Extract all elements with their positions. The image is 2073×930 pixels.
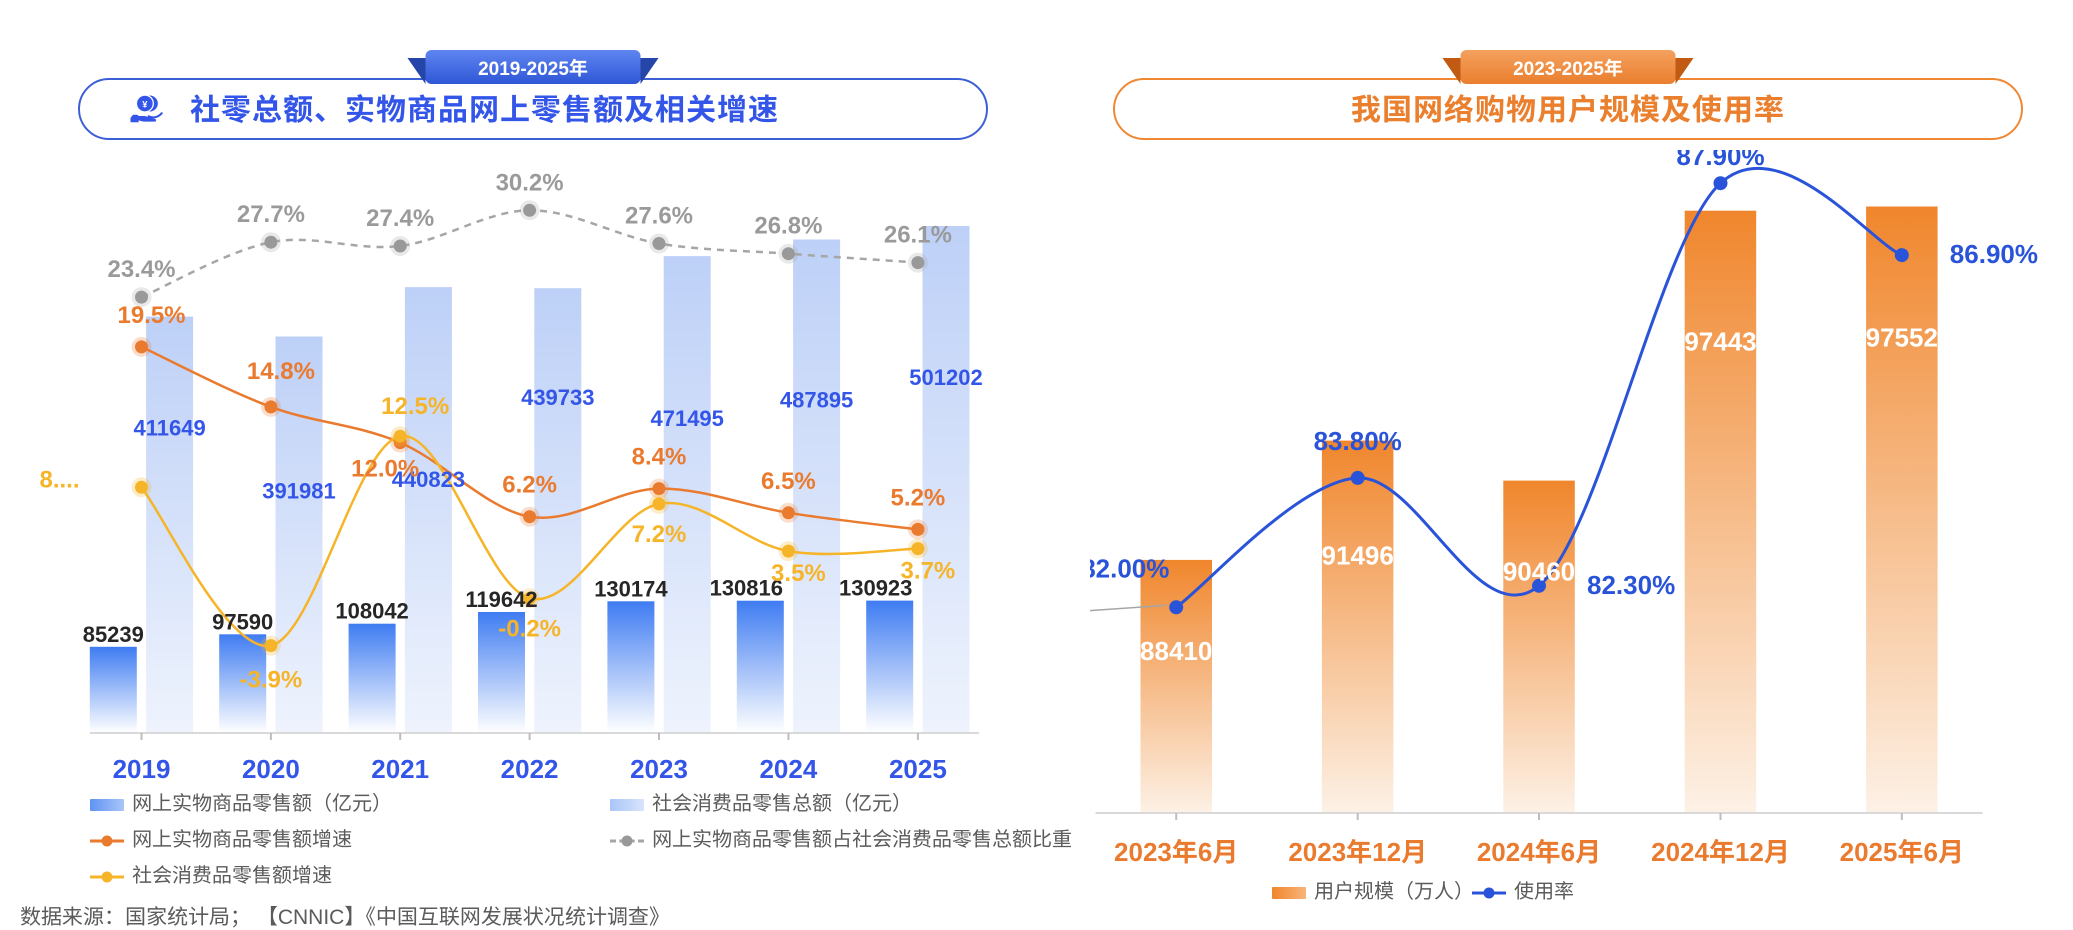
svg-text:6.2%: 6.2% <box>502 472 557 499</box>
svg-text:2021: 2021 <box>371 754 429 784</box>
svg-text:82.30%: 82.30% <box>1587 570 1675 600</box>
svg-text:26.8%: 26.8% <box>754 213 822 240</box>
svg-text:23.4%: 23.4% <box>107 256 175 283</box>
svg-text:83.80%: 83.80% <box>1314 426 1402 456</box>
svg-text:27.6%: 27.6% <box>625 203 693 230</box>
svg-text:2025年6月: 2025年6月 <box>1840 837 1964 867</box>
svg-text:27.4%: 27.4% <box>366 205 434 232</box>
svg-text:12.0%: 12.0% <box>351 456 419 483</box>
svg-text:2024年12月: 2024年12月 <box>1651 837 1790 867</box>
svg-text:86.90%: 86.90% <box>1950 239 2038 269</box>
svg-text:5.2%: 5.2% <box>891 484 946 511</box>
svg-text:97443: 97443 <box>1684 327 1756 357</box>
svg-text:2019: 2019 <box>113 754 171 784</box>
svg-text:26.1%: 26.1% <box>884 222 952 249</box>
svg-text:¥: ¥ <box>142 99 148 109</box>
svg-text:91496: 91496 <box>1322 541 1394 571</box>
svg-text:90460: 90460 <box>1503 557 1575 587</box>
svg-text:2022: 2022 <box>501 754 559 784</box>
svg-text:501202: 501202 <box>909 365 982 390</box>
svg-text:2023年12月: 2023年12月 <box>1288 837 1427 867</box>
svg-text:2023年6月: 2023年6月 <box>1114 837 1238 867</box>
svg-text:130174: 130174 <box>594 576 668 601</box>
svg-text:8....: 8.... <box>39 466 79 493</box>
svg-text:487895: 487895 <box>780 388 853 413</box>
svg-text:3.5%: 3.5% <box>771 560 826 587</box>
svg-text:8.4%: 8.4% <box>632 444 687 471</box>
svg-text:108042: 108042 <box>335 599 408 624</box>
svg-text:-0.2%: -0.2% <box>498 615 561 642</box>
svg-text:3.7%: 3.7% <box>901 558 956 585</box>
svg-text:2023: 2023 <box>630 754 688 784</box>
svg-text:7.2%: 7.2% <box>632 521 687 548</box>
svg-text:87.90%: 87.90% <box>1676 150 1764 171</box>
svg-text:97590: 97590 <box>212 609 273 634</box>
svg-text:6.5%: 6.5% <box>761 468 816 495</box>
svg-text:30.2%: 30.2% <box>496 169 564 196</box>
svg-text:97552: 97552 <box>1866 323 1938 353</box>
svg-text:2024: 2024 <box>759 754 817 784</box>
svg-text:85239: 85239 <box>83 622 144 647</box>
svg-text:411649: 411649 <box>133 416 205 441</box>
svg-text:19.5%: 19.5% <box>117 302 185 329</box>
svg-text:82.00%: 82.00% <box>1090 553 1169 583</box>
svg-text:27.7%: 27.7% <box>237 201 305 228</box>
svg-text:2024年6月: 2024年6月 <box>1477 837 1601 867</box>
svg-text:2025: 2025 <box>889 754 947 784</box>
svg-text:391981: 391981 <box>262 479 335 504</box>
svg-text:439733: 439733 <box>521 385 594 410</box>
svg-text:12.5%: 12.5% <box>381 393 449 420</box>
svg-text:471495: 471495 <box>650 406 723 431</box>
svg-text:88410: 88410 <box>1140 636 1212 666</box>
svg-text:-3.9%: -3.9% <box>240 667 303 694</box>
svg-text:119642: 119642 <box>465 587 537 612</box>
svg-text:2020: 2020 <box>242 754 300 784</box>
svg-text:14.8%: 14.8% <box>247 358 315 385</box>
